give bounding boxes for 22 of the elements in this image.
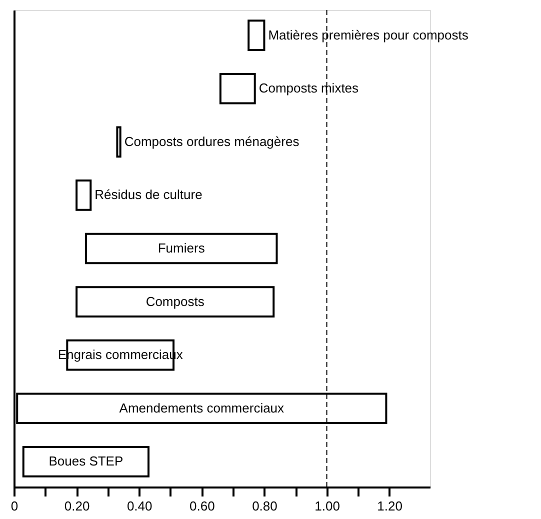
x-tick-label: 0.80 bbox=[252, 498, 278, 514]
y-tick-label: Composts bbox=[146, 294, 205, 309]
bar bbox=[76, 180, 92, 211]
y-tick-label: Composts ordures ménagères bbox=[124, 134, 300, 149]
y-tick-label: Résidus de culture bbox=[94, 187, 202, 202]
y-tick-label: Matières premières pour composts bbox=[268, 27, 469, 42]
bar bbox=[116, 126, 122, 158]
x-tick-label: 0.60 bbox=[190, 498, 215, 514]
bar bbox=[76, 286, 275, 318]
y-tick-label: Amendements commerciaux bbox=[119, 400, 285, 416]
y-tick-label: Composts mixtes bbox=[258, 80, 360, 96]
y-tick-label: Boues STEP bbox=[48, 454, 124, 469]
x-tick-label: 0.40 bbox=[126, 498, 152, 514]
x-tick-label: 1.00 bbox=[314, 498, 340, 514]
bar bbox=[84, 232, 278, 264]
y-tick-label: Fumiers bbox=[158, 240, 206, 256]
bar bbox=[219, 72, 256, 104]
x-tick-label: 0 bbox=[10, 498, 18, 514]
bar bbox=[22, 446, 150, 478]
x-tick-label: 1.20 bbox=[377, 498, 402, 514]
bar bbox=[248, 20, 266, 51]
x-tick-label: 0.20 bbox=[64, 498, 90, 514]
